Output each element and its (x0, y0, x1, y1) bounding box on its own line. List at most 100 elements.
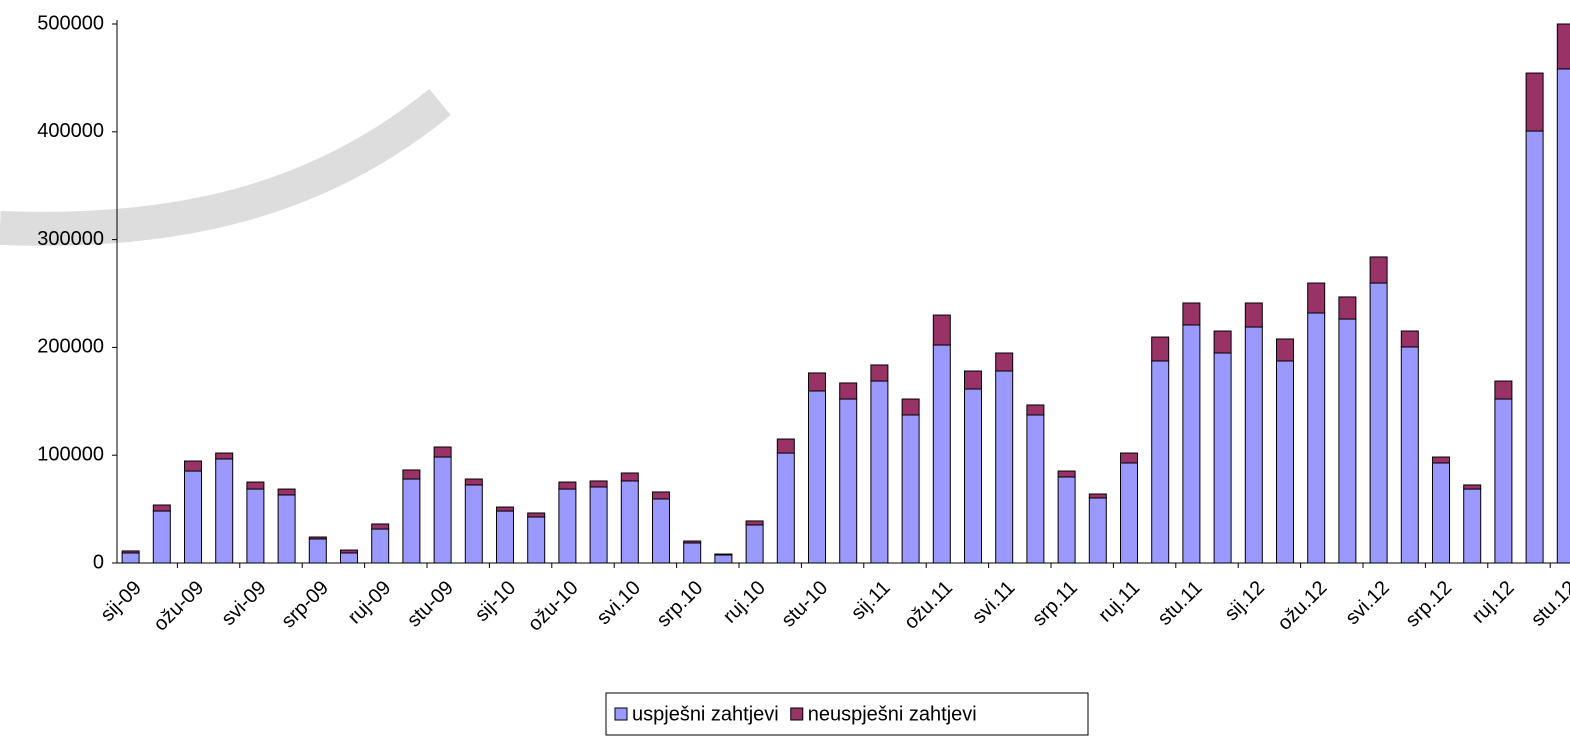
y-tick-label: 500000 (37, 12, 104, 34)
x-tick-label: ožu-09 (149, 577, 208, 636)
watermark-arc (0, 88, 451, 246)
x-tick-label: srp.12 (1401, 577, 1456, 632)
bar-segment (308, 538, 327, 564)
bar-segment (308, 536, 327, 540)
bar-segment (1463, 484, 1482, 490)
bar-segment (464, 478, 483, 486)
bar-segment (527, 512, 546, 518)
bar-segment (558, 481, 577, 490)
bar-segment (1369, 256, 1388, 284)
x-tick-label: ruj.11 (1094, 577, 1144, 627)
y-tick-label: 100000 (37, 443, 104, 465)
bar-segment (121, 550, 140, 554)
bar-segment (839, 382, 858, 400)
bar-segment (402, 478, 421, 564)
bar-segment (527, 516, 546, 564)
x-tick-label: ruj-09 (344, 577, 396, 629)
bar-segment (277, 494, 296, 564)
bar-segment (995, 352, 1014, 372)
bar-segment (964, 370, 982, 390)
x-tick-label: sij-09 (97, 577, 146, 626)
x-tick-label: ožu.12 (1273, 577, 1331, 635)
bar-segment (683, 540, 702, 544)
bar-segment (1120, 462, 1138, 564)
bar-segment (589, 480, 608, 488)
bar-segment (340, 552, 358, 564)
bar-segment (496, 510, 514, 564)
bar-segment (1369, 282, 1388, 564)
x-tick-label: stu-10 (777, 577, 832, 632)
bar-segment (433, 446, 452, 458)
x-tick-label: srp-09 (277, 577, 333, 633)
bar-segment (1494, 398, 1513, 564)
bar-segment (1151, 360, 1170, 564)
bar-segment (1151, 336, 1170, 362)
bar-segment (1026, 414, 1045, 564)
bar-segment (1088, 497, 1107, 564)
bar-segment (371, 528, 390, 564)
bar-segment (1556, 68, 1570, 564)
bar-segment (683, 542, 702, 564)
x-tick-label: sij.11 (847, 577, 895, 625)
x-tick-label: sij-10 (471, 577, 520, 626)
bar-segment (1057, 470, 1076, 478)
bar-segment (152, 510, 171, 564)
bar-segment (152, 504, 171, 512)
bar-segment (340, 549, 358, 554)
legend-swatch (790, 707, 804, 721)
y-tick-label: 300000 (37, 228, 104, 250)
y-tick-label: 200000 (37, 336, 104, 358)
bar-segment (1307, 282, 1326, 314)
bar-segment (246, 488, 265, 564)
bar-segment (1400, 346, 1419, 564)
bar-segment (808, 390, 826, 564)
bar-segment (808, 372, 826, 392)
bar-segment (277, 488, 296, 496)
bar-segment (1120, 452, 1138, 464)
bar-segment (714, 553, 733, 556)
x-tick-label: ruj.12 (1468, 577, 1519, 628)
x-tick-label: ruj.10 (719, 577, 770, 628)
y-tick-label: 0 (93, 551, 104, 573)
legend-label: neuspješni zahtjevi (808, 703, 977, 725)
x-tick-label: srp.10 (653, 577, 708, 632)
bar-segment (184, 470, 202, 564)
bar-segment (964, 388, 982, 564)
bar-segment (1026, 404, 1045, 416)
bar-segment (402, 469, 421, 480)
bar-segment (776, 452, 795, 564)
bar-segment (1307, 312, 1326, 564)
bar-segment (1432, 456, 1450, 464)
bar-segment (620, 472, 639, 482)
bar-segment (745, 524, 764, 564)
x-tick-label: svi-09 (217, 577, 270, 630)
bar-segment (246, 481, 265, 490)
x-tick-label: svi.10 (593, 577, 646, 630)
x-tick-label: ožu.11 (900, 577, 957, 634)
bar-segment (620, 480, 639, 564)
bar-segment (1213, 352, 1232, 564)
bar-segment (932, 314, 951, 346)
bar-segment (745, 520, 764, 526)
bar-segment (714, 554, 733, 564)
bar-segment (1525, 72, 1544, 132)
bar-segment (1525, 130, 1544, 564)
x-tick-label: stu.12 (1527, 577, 1570, 631)
bar-segment (1338, 318, 1357, 564)
bar-segment (589, 486, 608, 564)
x-tick-label: ožu-10 (524, 577, 583, 636)
bar-segment (901, 414, 920, 564)
bar-segment (1338, 296, 1357, 320)
bar-segment (1244, 302, 1263, 328)
bar-segment (1276, 338, 1294, 362)
x-tick-label: svi.11 (968, 577, 1019, 628)
bar-segment (1182, 324, 1201, 564)
bar-segment (121, 552, 140, 564)
bar-segment (652, 498, 670, 564)
bar-segment (995, 370, 1014, 564)
bar-segment (870, 364, 889, 382)
bar-segment (184, 460, 202, 472)
bar-segment (776, 438, 795, 454)
